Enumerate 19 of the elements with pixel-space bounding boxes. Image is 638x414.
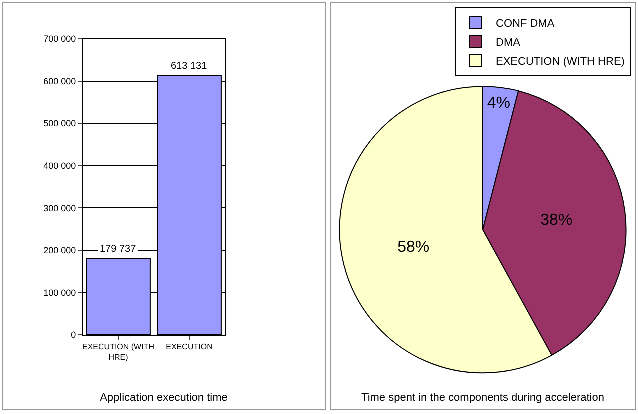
y-tick-label: 300 000: [44, 203, 76, 214]
legend-label: EXECUTION (WITH HRE): [496, 56, 625, 68]
legend-label: DMA: [496, 36, 522, 49]
y-tick-label: 100 000: [44, 288, 76, 298]
data-label: 613 131: [171, 61, 208, 72]
y-tick-label: 500 000: [44, 118, 76, 129]
y-tick-label: 400 000: [44, 161, 76, 172]
text: Application execution time: [100, 392, 228, 404]
y-tick-label: 700 000: [44, 34, 76, 44]
y-tick-label: 0: [71, 330, 76, 340]
data-label: 58%: [398, 239, 430, 256]
x-tick-label: EXECUTION: [166, 342, 214, 352]
text: Time spent in the components during acceleration: [362, 392, 604, 404]
data-label: 179 737: [100, 244, 137, 255]
data-label: 38%: [540, 212, 573, 230]
y-tick-label: 600 000: [44, 76, 76, 86]
legend-label: CONF DMA: [496, 18, 556, 30]
y-tick-label: 200 000: [44, 246, 76, 256]
data-label: 4%: [487, 95, 511, 112]
